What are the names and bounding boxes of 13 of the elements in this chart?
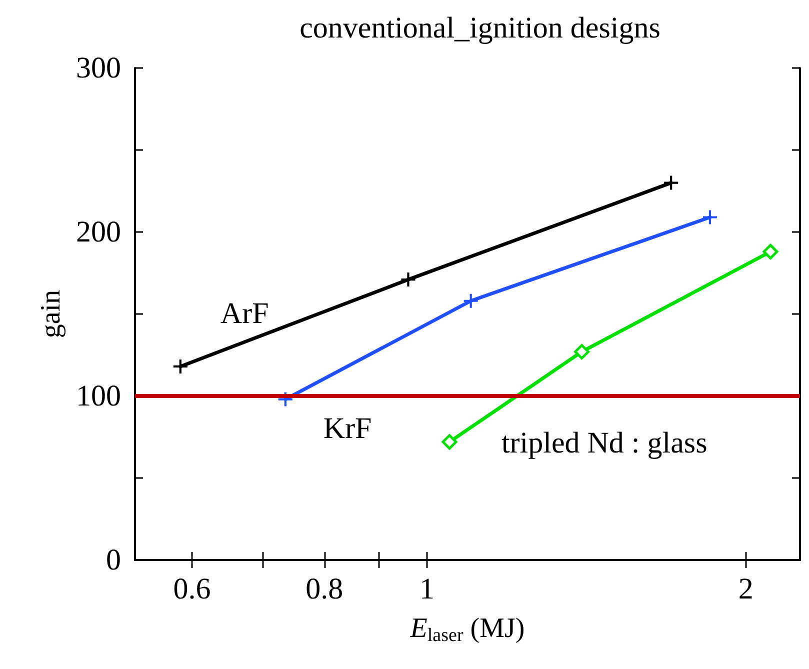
y-axis-title: gain [36,290,66,338]
y-tick-label: 0 [106,544,121,576]
x-tick-label: 1 [420,572,435,606]
chart-title: conventional_ignition designs [300,12,660,44]
y-tick-label: 100 [76,380,121,412]
y-tick-label: 300 [76,52,121,84]
x-tick-label: 0.6 [173,572,211,606]
y-tick-label: 200 [76,216,121,248]
series-label: tripled Nd : glass [501,426,708,460]
series-label: KrF [323,412,372,445]
series-label: ArF [220,296,269,330]
x-tick-label: 2 [738,572,754,606]
x-tick-label: 0.8 [306,572,344,606]
